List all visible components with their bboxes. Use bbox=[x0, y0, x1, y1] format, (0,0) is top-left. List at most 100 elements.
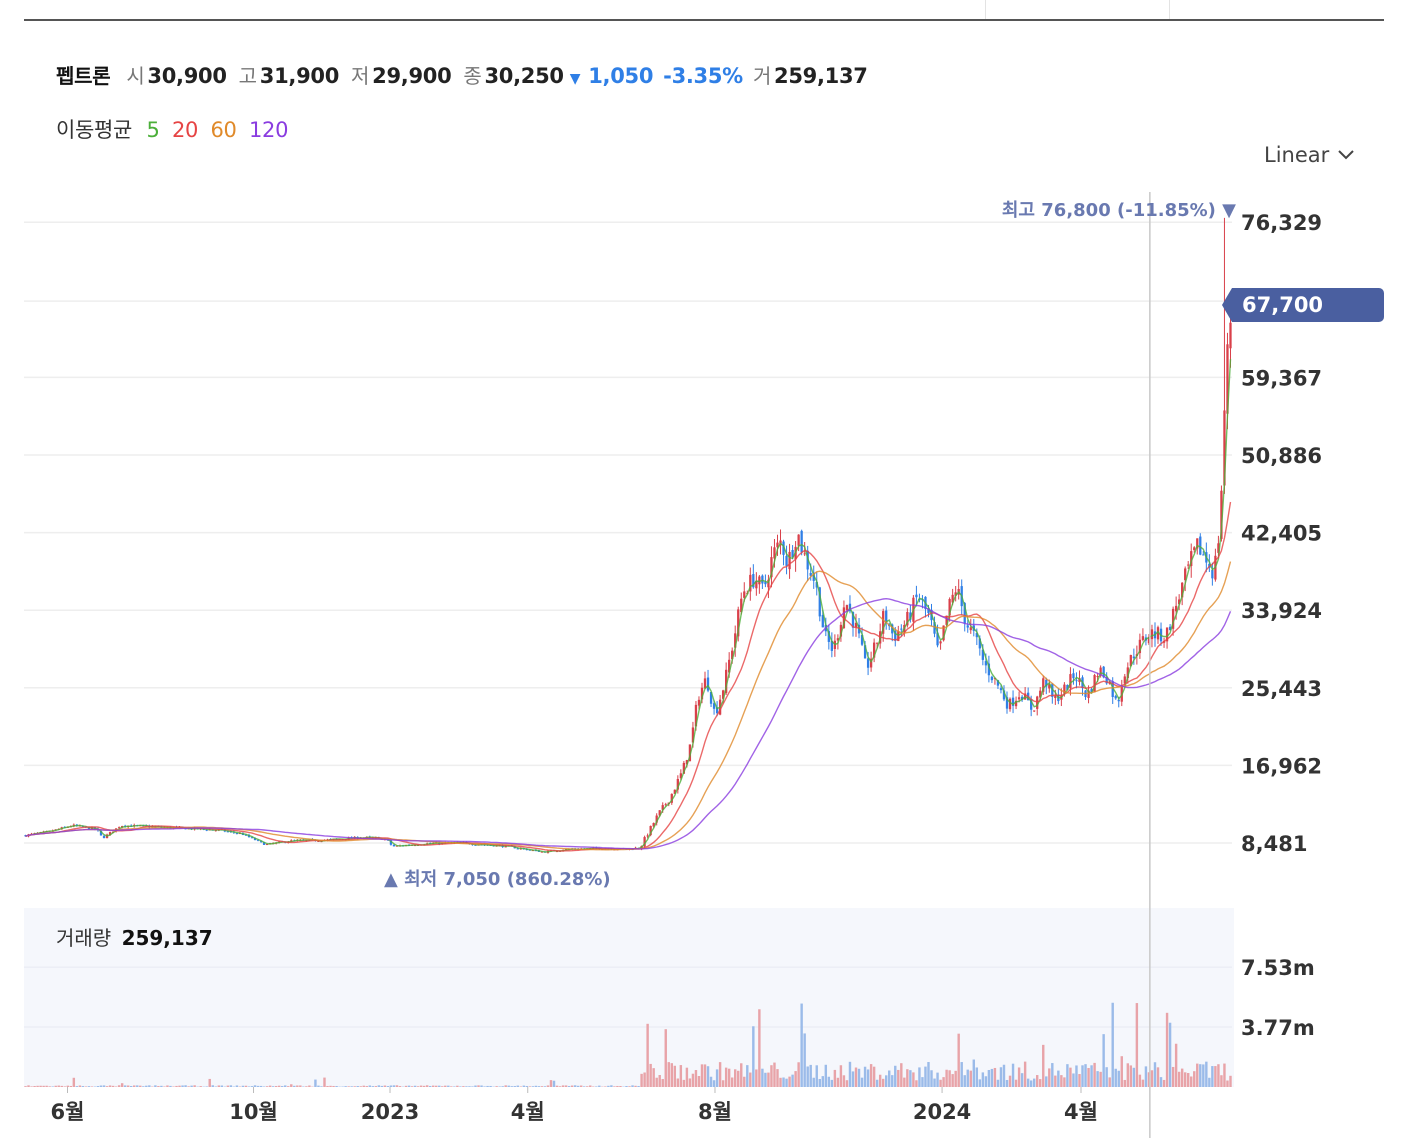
volume-bar bbox=[84, 1086, 88, 1087]
candle-body bbox=[788, 551, 791, 570]
volume-bar bbox=[746, 1065, 749, 1087]
volume-bar bbox=[317, 1085, 320, 1087]
scale-dropdown[interactable]: Linear bbox=[1264, 143, 1355, 167]
volume-bar bbox=[130, 1085, 133, 1087]
volume-bar bbox=[531, 1086, 535, 1087]
candle-body bbox=[516, 848, 519, 850]
ma-120-label[interactable]: 120 bbox=[248, 118, 289, 142]
volume-bar bbox=[1208, 1077, 1211, 1087]
candle-body bbox=[845, 605, 849, 611]
volume-bar bbox=[779, 1077, 782, 1087]
volume-bar bbox=[534, 1085, 538, 1087]
volume-bar bbox=[522, 1085, 526, 1087]
candles bbox=[24, 217, 1232, 854]
candle-body bbox=[697, 699, 701, 706]
volume-axis: 7.53m 3.77m bbox=[1241, 956, 1315, 1040]
candle bbox=[785, 545, 788, 575]
ma-60-label[interactable]: 60 bbox=[210, 118, 237, 142]
candle-body bbox=[1229, 322, 1232, 349]
candle-body bbox=[1174, 605, 1178, 612]
candle-body bbox=[821, 614, 824, 628]
volume-bar bbox=[752, 1026, 755, 1087]
volume-bar bbox=[888, 1070, 891, 1087]
volume-bar bbox=[827, 1076, 831, 1087]
change-value: 1,050 bbox=[588, 64, 654, 88]
volume-bar bbox=[990, 1068, 994, 1087]
volume-bar bbox=[253, 1085, 257, 1087]
candle bbox=[737, 606, 740, 642]
candle-body bbox=[676, 778, 679, 790]
candle-body bbox=[1030, 699, 1033, 710]
candle-body bbox=[1226, 344, 1229, 414]
volume-bar bbox=[821, 1076, 824, 1087]
volume-bar bbox=[700, 1064, 704, 1087]
volume-bar bbox=[139, 1085, 142, 1087]
volume-bar bbox=[875, 1079, 879, 1087]
candle bbox=[839, 621, 843, 642]
candle-body bbox=[999, 688, 1003, 691]
candle-body bbox=[803, 553, 806, 555]
ma-20-label[interactable]: 20 bbox=[171, 118, 199, 142]
candle-body bbox=[1063, 684, 1066, 694]
candle bbox=[1072, 668, 1075, 685]
candle-body bbox=[1042, 678, 1045, 692]
volume-bar bbox=[1105, 1067, 1108, 1087]
candle bbox=[767, 574, 770, 599]
candle-body bbox=[652, 822, 655, 827]
candle bbox=[830, 632, 833, 658]
candle-body bbox=[1048, 684, 1051, 689]
volume-bar bbox=[1135, 1003, 1139, 1087]
volume-bar bbox=[1060, 1075, 1063, 1087]
volume-bar bbox=[824, 1064, 828, 1087]
volume-bar bbox=[126, 1085, 130, 1087]
candle-body bbox=[1117, 699, 1120, 702]
volume-bar bbox=[1174, 1043, 1178, 1087]
volume-bar bbox=[489, 1085, 492, 1087]
candle-body bbox=[1190, 551, 1193, 567]
volume-bar bbox=[963, 1075, 966, 1087]
volume-bar bbox=[583, 1086, 586, 1087]
candle bbox=[703, 671, 707, 689]
candle bbox=[966, 619, 969, 633]
volume-bar bbox=[404, 1085, 408, 1087]
candle-body bbox=[649, 825, 652, 836]
candle-body bbox=[1033, 710, 1036, 712]
candle bbox=[392, 844, 396, 847]
candle bbox=[987, 655, 991, 683]
candle bbox=[102, 835, 106, 839]
candle-body bbox=[712, 703, 716, 709]
volume-bar bbox=[1066, 1064, 1069, 1087]
volume-bar bbox=[398, 1086, 402, 1087]
volume-bar bbox=[1226, 1080, 1229, 1087]
price-tick-label: 42,405 bbox=[1241, 522, 1322, 546]
volume-bar bbox=[1078, 1074, 1081, 1087]
volume-bar bbox=[120, 1083, 124, 1087]
volume-bar bbox=[634, 1085, 637, 1087]
volume-bar bbox=[1150, 1070, 1154, 1087]
volume-bar bbox=[894, 1065, 897, 1087]
candle-body bbox=[1168, 626, 1172, 631]
volume-bar bbox=[788, 1076, 791, 1087]
candle-body bbox=[1099, 667, 1102, 676]
volume-bar bbox=[960, 1062, 963, 1087]
candle-body bbox=[728, 659, 731, 673]
volume-bar bbox=[694, 1070, 698, 1087]
candle-body bbox=[915, 594, 918, 598]
candle-body bbox=[894, 630, 897, 641]
candle bbox=[1141, 628, 1145, 642]
volume-bar bbox=[1177, 1071, 1181, 1087]
candle-body bbox=[1129, 654, 1132, 666]
volume-bar bbox=[727, 1068, 731, 1087]
volume-bar bbox=[504, 1085, 507, 1087]
volume-bar bbox=[734, 1069, 737, 1087]
change-percent: -3.35% bbox=[663, 64, 743, 88]
volume-bar bbox=[507, 1085, 510, 1087]
ma-5-label[interactable]: 5 bbox=[146, 118, 160, 142]
candle-body bbox=[1072, 673, 1075, 679]
volume-bar bbox=[516, 1085, 519, 1087]
candle-body bbox=[643, 837, 646, 847]
price-tick-label: 25,443 bbox=[1241, 677, 1322, 701]
candle-body bbox=[785, 555, 788, 566]
price-tick-label: 8,481 bbox=[1241, 832, 1307, 856]
